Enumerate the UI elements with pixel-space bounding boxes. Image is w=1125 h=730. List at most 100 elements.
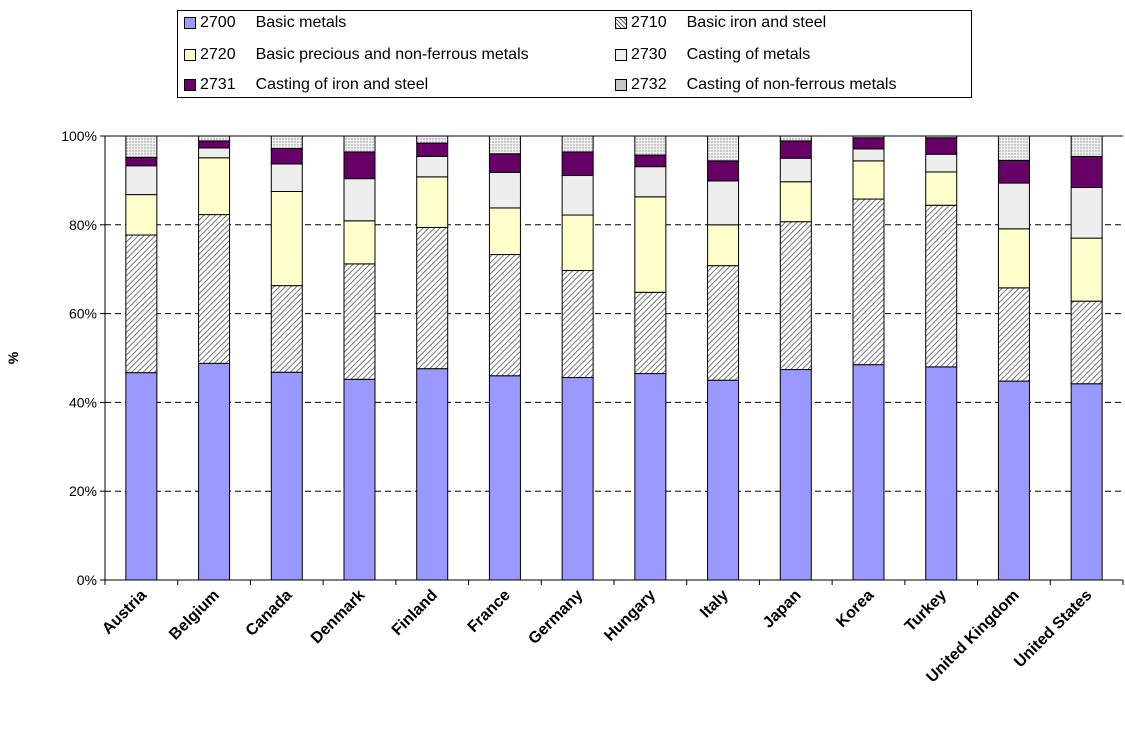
legend-item-2700: 2700 Basic metals xyxy=(184,12,346,34)
legend-swatch-2732 xyxy=(615,79,627,91)
bar-segment-2720 xyxy=(925,171,958,206)
legend-label-2730: Casting of metals xyxy=(686,46,811,63)
bar-segment-2731 xyxy=(925,137,958,155)
bar-segment-2700 xyxy=(707,379,740,581)
bar-segment-2700 xyxy=(488,375,521,581)
legend-item-2732: 2732 Casting of non-ferrous metals xyxy=(615,74,896,96)
bar-segment-2732 xyxy=(270,135,303,149)
bar-segment-2730 xyxy=(270,163,303,192)
bar-segment-2731 xyxy=(634,154,667,168)
bar-segment-2731 xyxy=(488,153,521,173)
bar-segment-2732 xyxy=(125,135,158,158)
bar-segment-2732 xyxy=(488,135,521,155)
bar-segment-2710 xyxy=(270,285,303,373)
bar-segment-2732 xyxy=(925,135,958,139)
legend-item-2710: 2710 Basic iron and steel xyxy=(615,12,826,34)
bars xyxy=(125,135,1103,581)
bar-segment-2700 xyxy=(779,369,812,581)
bar-segment-2731 xyxy=(416,142,449,157)
bar-segment-2732 xyxy=(416,135,449,144)
bar-segment-2732 xyxy=(779,135,812,142)
bar-segment-2731 xyxy=(779,140,812,159)
bar-segment-2720 xyxy=(125,194,158,236)
legend-code-2731: 2731 xyxy=(200,76,236,93)
legend-label-2720: Basic precious and non-ferrous metals xyxy=(255,46,529,63)
bar-segment-2730 xyxy=(561,175,594,216)
legend-item-2720: 2720 Basic precious and non-ferrous meta… xyxy=(184,44,529,66)
bar-segment-2710 xyxy=(416,226,449,370)
x-tick-label: France xyxy=(465,587,514,636)
bar-segment-2731 xyxy=(707,160,740,182)
bar-segment-2731 xyxy=(125,156,158,167)
legend-code-2710: 2710 xyxy=(631,14,667,31)
y-tick-label: 40% xyxy=(69,394,97,410)
bar-segment-2700 xyxy=(634,373,667,581)
x-tick-label: Austria xyxy=(99,587,150,638)
x-tick-label: United States xyxy=(1011,587,1095,671)
bar-segment-2710 xyxy=(125,234,158,374)
bar-segment-2700 xyxy=(270,371,303,581)
legend-code-2700: 2700 xyxy=(200,14,236,31)
bar-segment-2730 xyxy=(416,155,449,178)
legend-swatch-2730 xyxy=(615,49,627,61)
bar-segment-2710 xyxy=(997,287,1030,382)
bar-segment-2732 xyxy=(343,135,376,153)
legend-label-2731: Casting of iron and steel xyxy=(255,76,429,93)
bar-segment-2720 xyxy=(707,224,740,267)
x-tick-label: Korea xyxy=(833,587,877,631)
bar-segment-2720 xyxy=(1070,237,1103,302)
chart-legend: 2700 Basic metals 2710 Basic iron and st… xyxy=(177,10,972,98)
bar-segment-2720 xyxy=(779,181,812,223)
bar-segment-2700 xyxy=(1070,383,1103,581)
legend-code-2730: 2730 xyxy=(631,46,667,63)
bar-segment-2731 xyxy=(997,159,1030,184)
bar-segment-2731 xyxy=(1070,155,1103,189)
bar-segment-2720 xyxy=(488,207,521,256)
bar-segment-2710 xyxy=(779,221,812,371)
y-tick-label: 20% xyxy=(69,483,97,499)
bar-segment-2730 xyxy=(997,182,1030,230)
bar-segment-2730 xyxy=(343,178,376,222)
bar-segment-2710 xyxy=(925,204,958,368)
bar-segment-2710 xyxy=(707,265,740,381)
bar-segment-2720 xyxy=(634,196,667,293)
bar-segment-2730 xyxy=(488,171,521,209)
legend-item-2730: 2730 Casting of metals xyxy=(615,44,810,66)
bar-segment-2731 xyxy=(561,151,594,177)
legend-swatch-2700 xyxy=(184,17,196,29)
bar-segment-2730 xyxy=(852,148,885,162)
bar-segment-2731 xyxy=(198,140,231,149)
x-tick-label: Denmark xyxy=(308,587,369,648)
x-tick-label: Canada xyxy=(243,587,296,640)
bar-segment-2720 xyxy=(416,176,449,228)
bar-segment-2710 xyxy=(1070,300,1103,385)
bar-segment-2720 xyxy=(198,157,231,216)
legend-swatch-2710 xyxy=(615,17,627,29)
x-tick-label: Finland xyxy=(389,587,441,639)
legend-swatch-2731 xyxy=(184,79,196,91)
bar-segment-2732 xyxy=(198,135,231,142)
legend-label-2700: Basic metals xyxy=(255,14,347,31)
bar-segment-2732 xyxy=(634,135,667,156)
bar-segment-2732 xyxy=(707,135,740,162)
legend-item-2731: 2731 Casting of iron and steel xyxy=(184,74,428,96)
bar-segment-2732 xyxy=(1070,135,1103,157)
bar-segment-2710 xyxy=(852,198,885,366)
bar-segment-2730 xyxy=(198,147,231,159)
legend-label-2710: Basic iron and steel xyxy=(686,14,827,31)
bar-segment-2720 xyxy=(270,191,303,287)
bar-segment-2720 xyxy=(561,214,594,272)
bar-segment-2720 xyxy=(852,160,885,200)
y-tick-label: 60% xyxy=(69,306,97,322)
bar-segment-2700 xyxy=(198,362,231,581)
bar-segment-2730 xyxy=(1070,187,1103,239)
bar-segment-2730 xyxy=(925,153,958,173)
y-axis-label: % xyxy=(5,351,21,364)
bar-segment-2700 xyxy=(343,378,376,581)
x-tick-label: Turkey xyxy=(902,587,950,635)
x-tick-label: Hungary xyxy=(601,587,659,645)
bar-segment-2731 xyxy=(852,137,885,150)
x-tick-label: Germany xyxy=(525,587,586,648)
bar-segment-2732 xyxy=(561,135,594,153)
